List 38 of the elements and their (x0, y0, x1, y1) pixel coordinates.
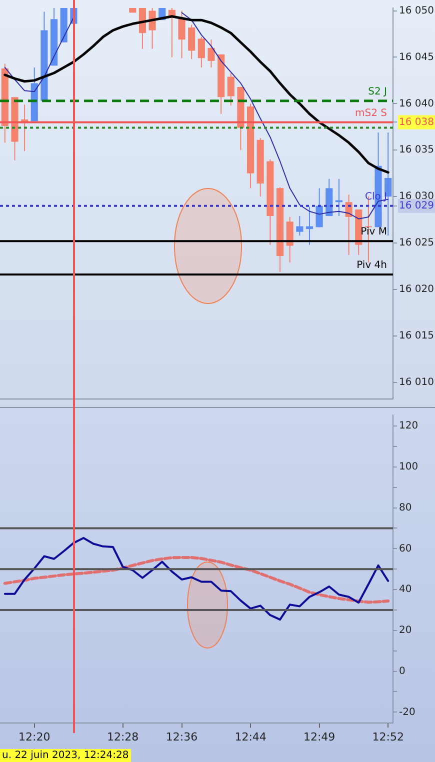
ref-line-label: S2 J (368, 86, 387, 98)
y-tick-label: 16 025 (399, 238, 434, 249)
y-tick-label: 16 030 (399, 191, 434, 202)
y-tick-label: 16 010 (399, 376, 434, 388)
candlestick (335, 178, 342, 217)
candlestick (178, 10, 186, 59)
y-tick-label: 0 (399, 666, 406, 677)
x-tick-label: 12:49 (303, 730, 336, 744)
y-tick-label: 16 029 (399, 200, 434, 212)
candlestick (198, 36, 205, 68)
y-tick-label: 16 020 (399, 284, 434, 295)
y-tick-label: 120 (399, 420, 418, 432)
ref-line-label: Piv 4h (356, 260, 387, 272)
y-tick-label: 80 (399, 502, 412, 514)
x-tick-label: 12:36 (166, 730, 198, 744)
ref-line-label: mS2 S (355, 108, 387, 119)
y-tick-label: 60 (399, 543, 412, 554)
text: u. 22 juin 2023, 12:24:28 (0, 749, 131, 762)
y-tick-label: 16 038 (399, 116, 434, 128)
y-tick-label: -20 (399, 706, 416, 718)
y-tick-label: 16 045 (399, 52, 434, 63)
candlestick (208, 39, 215, 68)
line-series (3, 556, 390, 604)
y-tick-label: 16 040 (399, 98, 434, 110)
y-tick-label: 20 (399, 625, 412, 636)
x-tick-label: 12:20 (18, 730, 50, 744)
y-tick-label: 16 050 (399, 5, 434, 16)
x-tick-label: 12:28 (106, 730, 139, 744)
y-tick-label: 40 (399, 584, 412, 596)
y-tick-label: 16 035 (399, 144, 434, 156)
y-tick-label: 100 (399, 462, 418, 473)
candlestick (296, 216, 304, 236)
x-tick-label: 12:44 (234, 730, 266, 744)
candlestick (384, 132, 392, 236)
y-tick-label: 16 015 (399, 330, 434, 342)
candlestick (227, 72, 234, 106)
candlestick (188, 24, 196, 60)
x-tick-label: 12:52 (372, 730, 404, 744)
